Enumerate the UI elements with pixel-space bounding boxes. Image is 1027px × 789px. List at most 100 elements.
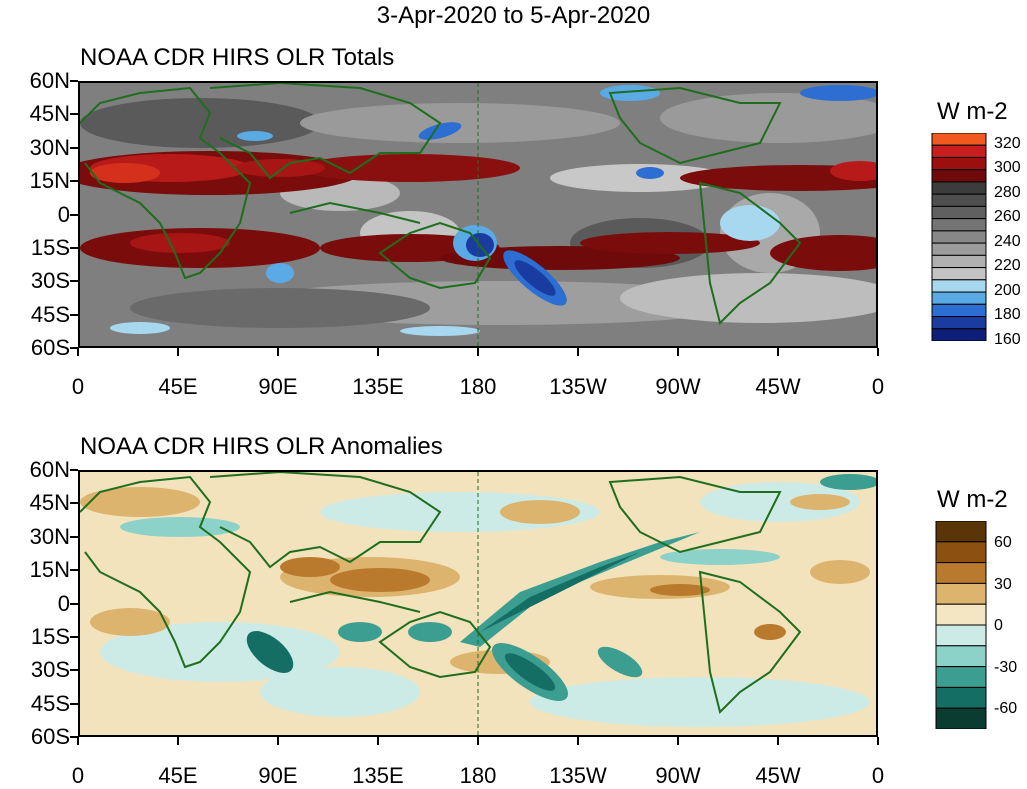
colorbar-swatch	[931, 230, 987, 244]
lat-tick	[70, 347, 78, 349]
lon-tick-label: 0	[871, 374, 885, 399]
colorbar-swatch	[931, 133, 987, 146]
lon-tick	[377, 737, 379, 745]
lat-tick	[70, 702, 78, 705]
lat-tick	[70, 669, 78, 672]
lat-tick	[70, 535, 78, 538]
colorbar-swatch	[931, 316, 987, 330]
lat-tick-label: 60S	[30, 724, 70, 749]
colorbar-tick-label: 220	[994, 257, 1021, 275]
lon-tick	[777, 348, 779, 356]
colorbar-swatch	[935, 624, 987, 647]
lon-tick	[377, 348, 379, 356]
lon-tick	[77, 737, 79, 745]
colorbar-tick-label: 260	[994, 208, 1021, 226]
lat-tick	[70, 635, 78, 638]
lat-tick-label: 60N	[29, 68, 70, 93]
lon-tick-label: 45E	[158, 374, 198, 399]
colorbar-tick-label: 60	[994, 534, 1012, 551]
anomalies-panel-title: NOAA CDR HIRS OLR Anomalies	[80, 433, 443, 460]
lon-tick-label: 90E	[258, 374, 298, 399]
colorbar-tick-label: 280	[994, 183, 1021, 201]
lat-tick-label: 45N	[29, 101, 70, 127]
lat-tick-label: 45N	[29, 490, 70, 516]
colorbar-tick-label: 180	[994, 306, 1021, 324]
colorbar-swatch	[931, 303, 987, 318]
lon-tick-label: 180	[459, 374, 497, 399]
anomalies-colorbar-units: W m-2	[937, 486, 1008, 513]
lon-tick-label: 90E	[258, 763, 298, 788]
lon-tick	[677, 737, 679, 745]
colorbar-swatch	[935, 582, 987, 605]
lat-tick	[70, 736, 78, 738]
lat-tick-label: 15N	[29, 557, 70, 583]
colorbar-swatch	[931, 218, 987, 232]
lon-tick	[477, 737, 479, 745]
lon-tick-label: 45W	[755, 763, 801, 788]
lat-tick-label: 45S	[30, 690, 70, 716]
lat-tick-label: 15S	[30, 234, 70, 260]
colorbar-tick-label: 0	[994, 617, 1003, 635]
lon-tick-label: 0	[71, 374, 85, 399]
lon-tick	[177, 737, 179, 745]
colorbar-swatch	[931, 144, 987, 158]
lat-tick-label: 0	[57, 201, 70, 227]
lat-tick	[70, 146, 78, 149]
colorbar-swatch	[935, 541, 987, 564]
lat-tick-label: 45S	[30, 301, 70, 327]
colorbar-swatch	[931, 279, 987, 293]
olr-anomalies-map	[78, 470, 878, 737]
lat-tick	[70, 213, 78, 216]
lat-tick	[70, 569, 78, 572]
colorbar-tick-label: -60	[994, 700, 1018, 718]
colorbar-tick-label: 240	[994, 232, 1021, 250]
anomalies-colorbar	[935, 521, 987, 729]
lat-tick-label: 60S	[30, 335, 70, 360]
lon-tick	[577, 348, 579, 356]
colorbar-tick-label: -30	[994, 658, 1018, 676]
colorbar-tick-label: 300	[994, 159, 1021, 177]
lon-tick	[877, 737, 879, 745]
colorbar-swatch	[935, 562, 987, 584]
lat-tick	[70, 313, 78, 316]
lon-tick	[877, 348, 879, 356]
totals-colorbar-units: W m-2	[937, 98, 1008, 125]
lon-tick-label: 90W	[655, 763, 701, 788]
figure-title: 3-Apr-2020 to 5-Apr-2020	[376, 2, 651, 29]
lon-tick	[177, 348, 179, 356]
lon-tick	[277, 737, 279, 745]
colorbar-swatch	[931, 254, 987, 269]
lat-tick-label: 30S	[30, 657, 70, 683]
lon-tick-label: 135W	[549, 374, 607, 399]
colorbar-swatch	[935, 666, 987, 688]
colorbar-tick-label: 160	[994, 330, 1021, 348]
totals-colorbar	[931, 133, 987, 341]
lon-tick-label: 135E	[352, 763, 404, 788]
lon-tick-label: 135E	[352, 374, 404, 399]
colorbar-swatch	[935, 707, 987, 729]
lat-tick	[70, 502, 78, 505]
lon-tick	[477, 348, 479, 356]
colorbar-swatch	[931, 328, 987, 341]
colorbar-swatch	[935, 521, 987, 543]
colorbar-swatch	[931, 193, 987, 207]
colorbar-tick-label: 30	[994, 575, 1012, 593]
colorbar-tick-label: 200	[994, 281, 1021, 299]
lon-tick	[577, 737, 579, 745]
lon-tick-label: 45E	[158, 763, 198, 788]
colorbar-swatch	[931, 242, 987, 256]
lon-tick	[77, 348, 79, 356]
lon-tick	[777, 737, 779, 745]
lon-tick-label: 0	[71, 763, 85, 788]
lat-tick	[70, 602, 78, 605]
lat-tick-label: 30S	[30, 268, 70, 294]
lat-tick	[70, 80, 78, 82]
lat-tick	[70, 180, 78, 183]
lat-tick-label: 30N	[29, 134, 70, 160]
colorbar-swatch	[935, 686, 987, 709]
lat-tick	[70, 469, 78, 471]
lon-tick-label: 90W	[655, 374, 701, 399]
colorbar-swatch	[931, 267, 987, 281]
colorbar-swatch	[931, 169, 987, 183]
lon-tick-label: 135W	[549, 763, 607, 788]
